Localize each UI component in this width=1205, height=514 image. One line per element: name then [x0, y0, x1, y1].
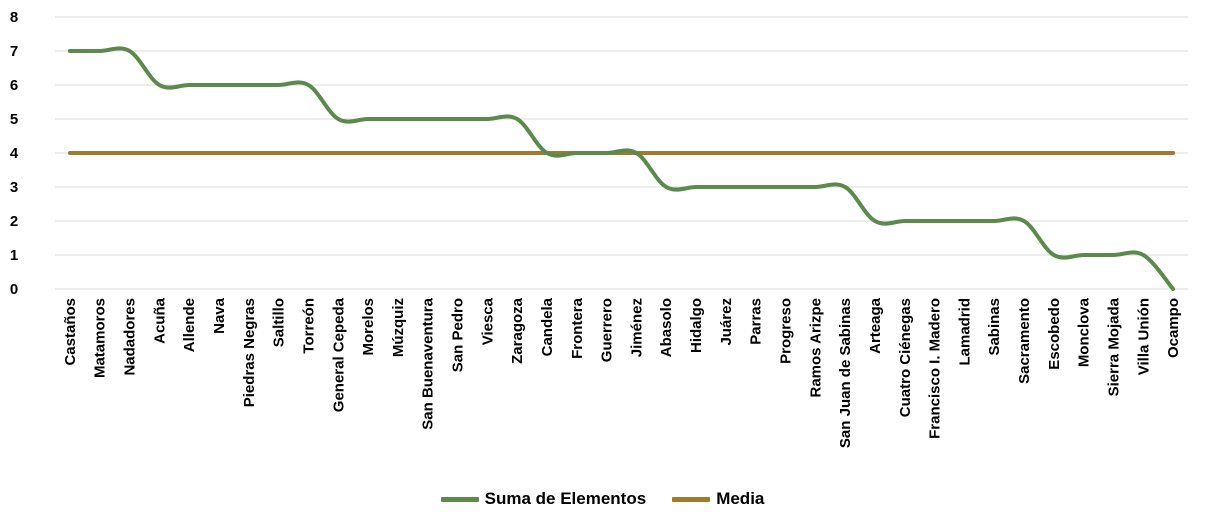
legend-item-series-1: Suma de Elementos: [440, 489, 647, 509]
x-tick-label: San Buenaventura: [420, 297, 437, 429]
x-tick-label: Arteaga: [867, 297, 884, 354]
x-tick-label: Monclova: [1076, 297, 1093, 367]
x-tick-label: General Cepeda: [330, 297, 347, 412]
y-tick-label: 1: [10, 247, 18, 264]
x-tick-label: Sacramento: [1016, 298, 1033, 384]
x-tick-label: Escobedo: [1046, 298, 1063, 370]
x-tick-label: Jiménez: [628, 298, 645, 357]
y-tick-label: 2: [10, 213, 18, 230]
x-tick-label: Juárez: [718, 298, 735, 346]
legend-item-series-2: Media: [672, 489, 764, 509]
x-tick-label: San Pedro: [450, 298, 467, 372]
x-tick-label: Matamoros: [92, 298, 109, 378]
x-tick-label: Cuatro Ciénegas: [897, 298, 914, 417]
x-tick-label: Castaños: [62, 298, 79, 366]
x-tick-label: Parras: [748, 298, 765, 345]
x-tick-label: Sierra Mojada: [1105, 297, 1122, 396]
x-tick-label: Villa Unión: [1135, 298, 1152, 375]
x-tick-label: Hidalgo: [688, 298, 705, 353]
x-tick-label: Lamadrid: [956, 298, 973, 366]
y-tick-label: 6: [10, 77, 18, 94]
y-tick-label: 3: [10, 179, 18, 196]
x-tick-label: Guerrero: [599, 298, 616, 362]
legend-label-series-2: Media: [716, 489, 765, 508]
x-tick-label: Piedras Negras: [241, 298, 258, 407]
x-tick-label: Morelos: [360, 298, 377, 356]
x-tick-label: Abasolo: [658, 298, 675, 357]
legend-swatch-series-1: [440, 496, 479, 502]
series-lines: [67, 46, 1176, 291]
x-tick-label: Candela: [539, 297, 556, 356]
x-tick-label: Múzquiz: [390, 298, 407, 357]
x-tick-label: Torreón: [300, 298, 317, 354]
x-tick-label: San Juan de Sabinas: [837, 298, 854, 448]
x-axis-ticks: Castaños Matamoros Nadadores Acuña Allende Na…: [62, 297, 1182, 448]
x-tick-label: Viesca: [479, 297, 496, 345]
x-tick-label: Zaragoza: [509, 297, 526, 364]
x-tick-label: Allende: [181, 298, 198, 352]
y-axis-ticks: 0 1 2 3 4 5 6 7 8: [10, 9, 19, 298]
legend: Suma de Elementos Media: [0, 484, 1205, 514]
series-line-suma-de-elementos: [67, 46, 1176, 291]
legend-swatch-series-2: [672, 496, 711, 502]
y-tick-label: 5: [10, 111, 18, 128]
x-tick-label: Frontera: [569, 297, 586, 359]
y-tick-label: 0: [10, 281, 18, 298]
x-tick-label: Ocampo: [1165, 298, 1182, 358]
x-tick-label: Sabinas: [986, 298, 1003, 356]
y-tick-label: 8: [10, 9, 18, 26]
x-tick-label: Acuña: [151, 297, 168, 344]
x-tick-label: Nadadores: [122, 298, 139, 376]
y-tick-label: 7: [10, 43, 18, 60]
x-tick-label: Francisco I. Madero: [927, 298, 944, 439]
x-tick-label: Progreso: [777, 298, 794, 364]
x-tick-label: Nava: [211, 297, 228, 334]
legend-label-series-1: Suma de Elementos: [484, 489, 647, 508]
x-tick-label: Ramos Arizpe: [807, 298, 824, 397]
x-tick-label: Saltillo: [271, 298, 288, 347]
y-tick-label: 4: [10, 145, 19, 162]
